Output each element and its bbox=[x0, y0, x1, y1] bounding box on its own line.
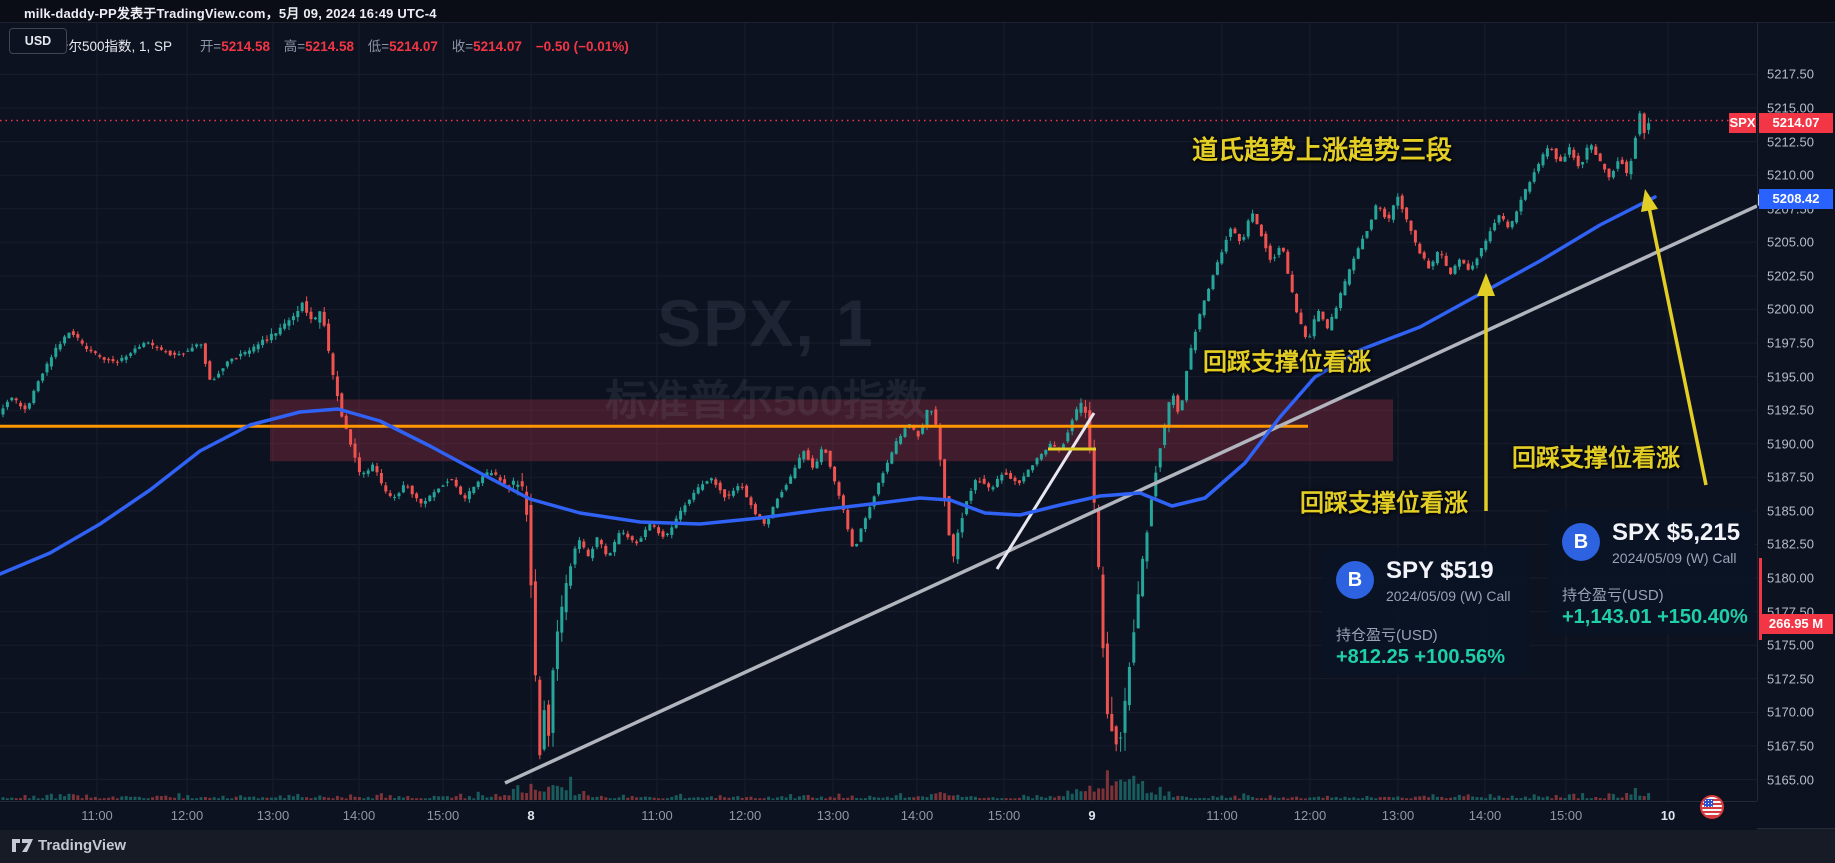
spx-position-title: SPX $5,215 bbox=[1612, 519, 1741, 546]
annotation-text-2[interactable]: 回踩支撑位看涨 bbox=[1203, 349, 1371, 376]
price-tick-label: 5202.50 bbox=[1767, 268, 1814, 284]
annotation-text-4[interactable]: 回踩支撑位看涨 bbox=[1512, 445, 1680, 472]
time-label-hour: 15:00 bbox=[987, 808, 1021, 823]
price-tick-label: 5180.00 bbox=[1767, 570, 1814, 586]
price-tick-label: 5170.00 bbox=[1767, 704, 1814, 720]
last-price-value-chip: 5214.07 bbox=[1759, 113, 1833, 133]
price-tick-label: 5217.50 bbox=[1767, 66, 1814, 82]
price-scale[interactable]: 5217.505215.005212.505210.005207.505205.… bbox=[1757, 23, 1835, 801]
time-label-day: 10 bbox=[1660, 808, 1676, 823]
volume-value-chip: 266.95 M bbox=[1759, 614, 1833, 634]
time-label-hour: 11:00 bbox=[641, 808, 673, 823]
chart-area[interactable]: SPX, 1 标准普尔500指数 标准普尔500指数, 1, SP 开=5214… bbox=[0, 22, 1835, 830]
change-value: −0.50 (−0.01%) bbox=[535, 39, 629, 54]
price-tick-label: 5200.00 bbox=[1767, 301, 1814, 317]
spy-pnl-value: +812.25 +100.56% bbox=[1336, 646, 1506, 668]
volume-spike-marker bbox=[1759, 558, 1762, 640]
time-label-hour: 15:00 bbox=[1549, 808, 1583, 823]
time-label-hour: 12:00 bbox=[170, 808, 204, 823]
time-label-hour: 14:00 bbox=[900, 808, 934, 823]
open-label: 开= bbox=[199, 39, 222, 54]
time-label-day: 9 bbox=[1088, 808, 1096, 823]
broker-badge-icon: B bbox=[1336, 561, 1374, 599]
time-label-hour: 12:00 bbox=[728, 808, 762, 823]
annotation-text-1[interactable]: 道氏趋势上涨趋势三段 bbox=[1192, 135, 1453, 165]
candlestick-canvas[interactable] bbox=[0, 23, 1757, 801]
price-tick-label: 5182.50 bbox=[1767, 536, 1814, 552]
time-scale[interactable]: 11:00 12:00 13:00 14:00 15:00 8 11:00 12:00 13:0… bbox=[0, 801, 1757, 830]
us-flag-icon bbox=[1700, 795, 1724, 819]
spx-position-card[interactable]: B SPX $5,215 2024/05/09 (W) Call 持仓盈亏(US… bbox=[1548, 510, 1754, 634]
spy-position-card[interactable]: B SPY $519 2024/05/09 (W) Call 持仓盈亏(USD)… bbox=[1322, 548, 1530, 675]
spy-position-subtitle: 2024/05/09 (W) Call bbox=[1386, 588, 1511, 604]
price-tick-label: 5185.00 bbox=[1767, 503, 1814, 519]
open-value: 5214.58 bbox=[221, 39, 271, 54]
time-label-hour: 14:00 bbox=[1468, 808, 1502, 823]
spx-pnl-value: +1,143.01 +150.40% bbox=[1562, 606, 1748, 628]
low-value: 5214.07 bbox=[389, 39, 438, 54]
time-label-hour: 15:00 bbox=[426, 808, 460, 823]
spx-pnl-label: 持仓盈亏(USD) bbox=[1562, 587, 1664, 604]
close-value: 5214.07 bbox=[473, 39, 522, 54]
price-tick-label: 5192.50 bbox=[1767, 402, 1814, 418]
byline-text: milk-daddy-PP发表于TradingView.com，5月 09, 2… bbox=[24, 6, 437, 21]
annotation-text-3[interactable]: 回踩支撑位看涨 bbox=[1300, 490, 1468, 517]
high-label: 高= bbox=[283, 39, 306, 54]
time-label-day: 8 bbox=[527, 808, 535, 823]
spy-pnl-label: 持仓盈亏(USD) bbox=[1336, 627, 1438, 644]
currency-toggle-button[interactable]: USD bbox=[9, 28, 67, 54]
price-tick-label: 5197.50 bbox=[1767, 335, 1814, 351]
symbol-info-row[interactable]: 标准普尔500指数, 1, SP 开=5214.58 高=5214.58 低=5… bbox=[28, 35, 629, 55]
time-label-hour: 11:00 bbox=[81, 808, 113, 823]
close-label: 收= bbox=[451, 39, 474, 54]
price-tick-label: 5212.50 bbox=[1767, 134, 1814, 150]
price-tick-label: 5175.00 bbox=[1767, 637, 1814, 653]
price-tick-label: 5195.00 bbox=[1767, 369, 1814, 385]
ma-value-chip: 5208.42 bbox=[1759, 189, 1833, 209]
broker-badge-icon: B bbox=[1562, 523, 1600, 561]
tradingview-brand[interactable]: TradingView bbox=[38, 837, 127, 854]
price-tick-label: 5215.00 bbox=[1767, 100, 1814, 116]
time-label-hour: 14:00 bbox=[342, 808, 376, 823]
spx-position-subtitle: 2024/05/09 (W) Call bbox=[1612, 550, 1737, 566]
footer-bar: TradingView bbox=[0, 828, 1835, 863]
price-tick-label: 5172.50 bbox=[1767, 671, 1814, 687]
time-label-hour: 13:00 bbox=[1381, 808, 1415, 823]
price-tick-label: 5187.50 bbox=[1767, 469, 1814, 485]
last-price-symbol-chip: SPX bbox=[1729, 113, 1756, 133]
spy-position-title: SPY $519 bbox=[1386, 557, 1494, 584]
time-label-hour: 13:00 bbox=[816, 808, 850, 823]
price-tick-label: 5190.00 bbox=[1767, 436, 1814, 452]
price-tick-label: 5210.00 bbox=[1767, 167, 1814, 183]
time-label-hour: 12:00 bbox=[1293, 808, 1327, 823]
high-value: 5214.58 bbox=[305, 39, 354, 54]
time-label-hour: 13:00 bbox=[256, 808, 290, 823]
price-tick-label: 5205.00 bbox=[1767, 234, 1814, 250]
byline-bar: milk-daddy-PP发表于TradingView.com，5月 09, 2… bbox=[0, 0, 1835, 22]
low-label: 低= bbox=[367, 39, 390, 54]
time-label-hour: 11:00 bbox=[1206, 808, 1238, 823]
tradingview-logo-icon[interactable] bbox=[12, 839, 34, 853]
price-tick-label: 5165.00 bbox=[1767, 772, 1814, 787]
price-tick-label: 5167.50 bbox=[1767, 738, 1814, 754]
